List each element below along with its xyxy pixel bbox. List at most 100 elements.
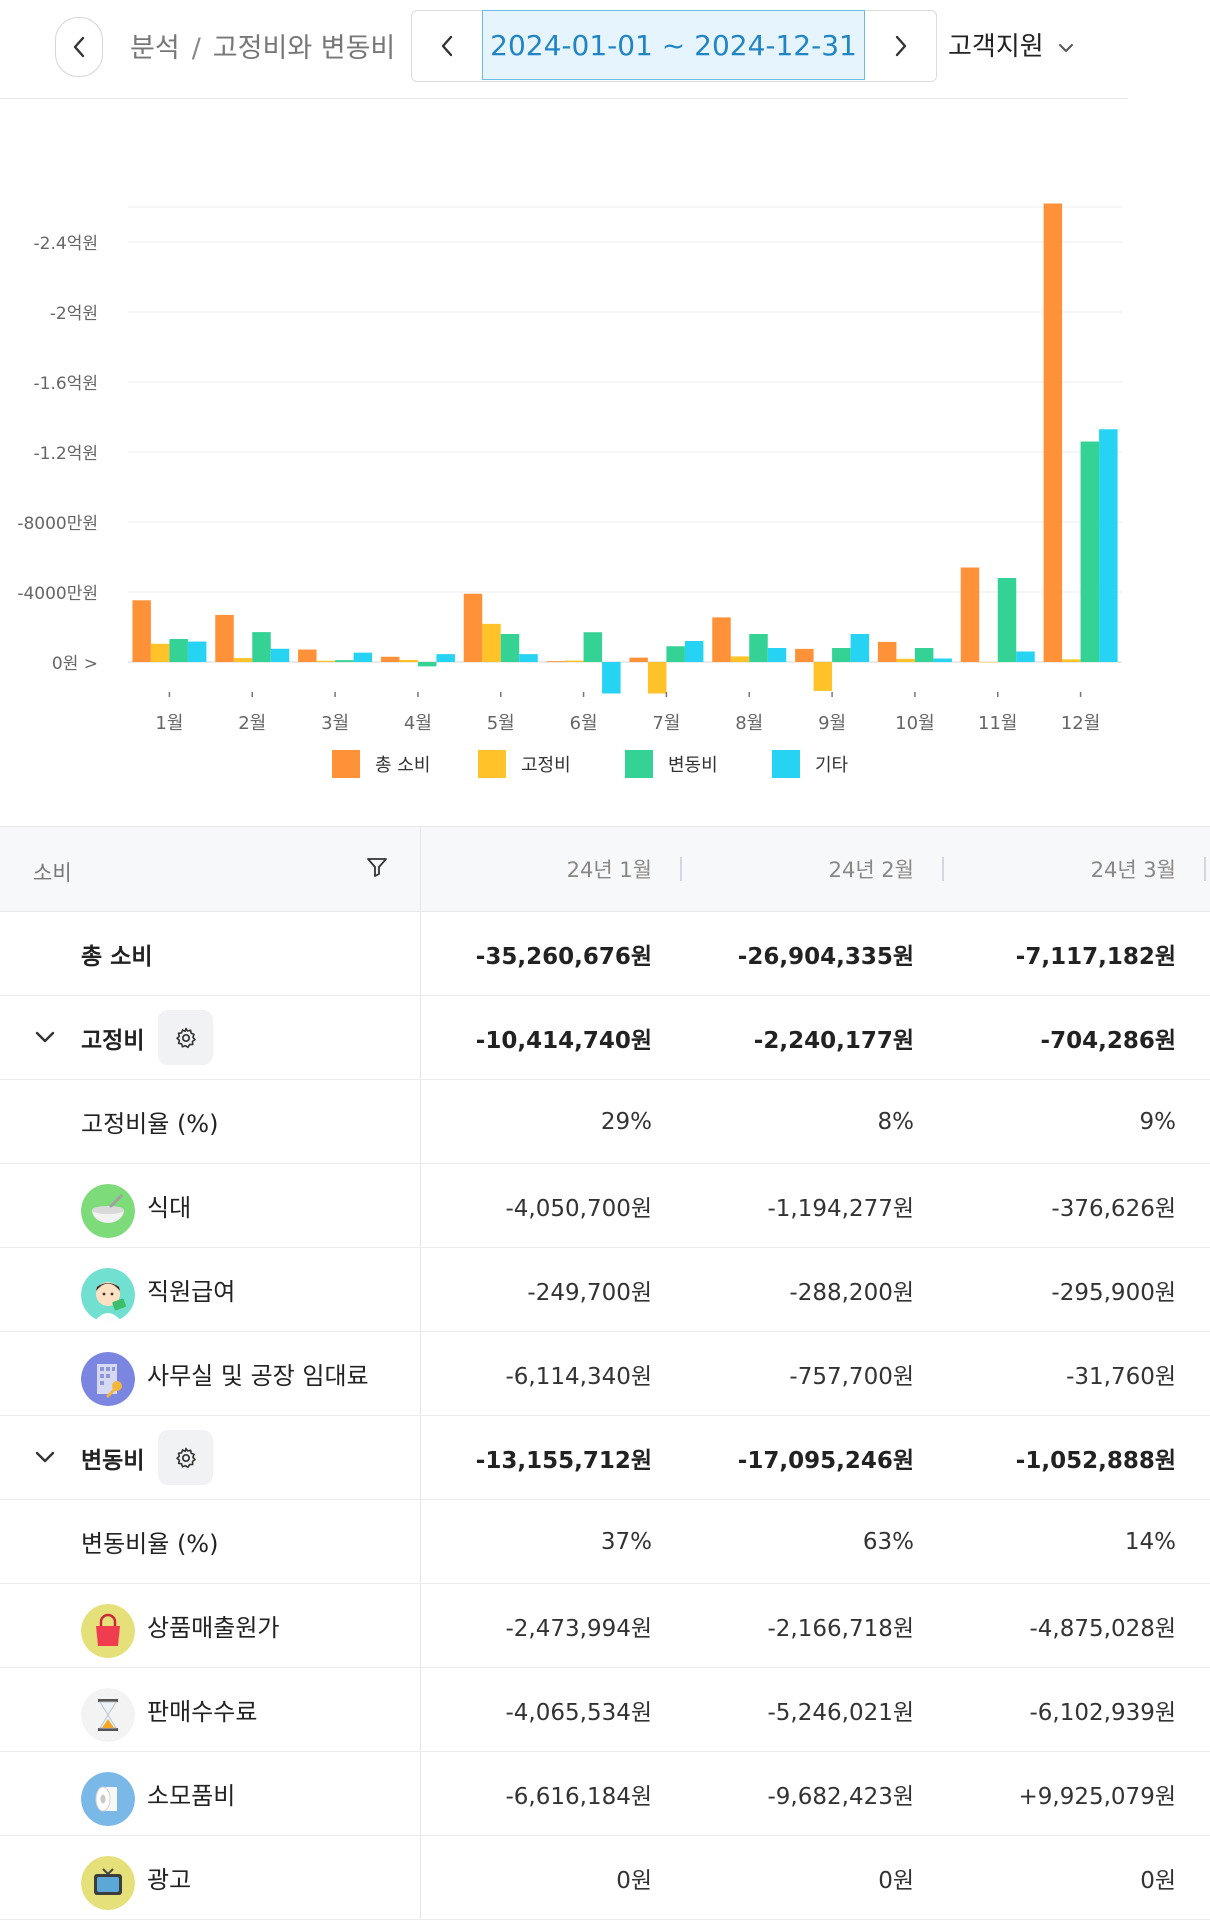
x-tick-label: 2월 xyxy=(238,713,266,734)
value-cell: -7,117,182원 xyxy=(1015,943,1176,970)
table-row-meals[interactable]: 식대 -4,050,700원 -1,194,277원 -376,626원 xyxy=(0,1164,1210,1248)
y-tick-label: 0원 > xyxy=(52,654,98,674)
bar xyxy=(749,634,768,662)
cost-bar-chart: 0원 > -4000만원 -8000만원 -1.2억원 -1.6억원 -2억원 -2.4억원… xyxy=(17,203,1122,778)
y-tick-label: -4000만원 xyxy=(17,584,98,604)
bar xyxy=(380,656,400,662)
column-divider[interactable] xyxy=(1204,857,1206,881)
bar xyxy=(767,648,787,662)
gear-icon xyxy=(175,1027,196,1048)
building-key-icon xyxy=(81,1352,135,1406)
food-bowl-icon xyxy=(81,1184,135,1238)
bar xyxy=(795,648,814,662)
bar xyxy=(252,632,271,662)
table-row-salary[interactable]: 직원급여 -249,700원 -288,200원 -295,900원 xyxy=(0,1248,1210,1332)
breadcrumb-separator: / xyxy=(191,33,201,64)
value-cell: +9,925,079원 xyxy=(1018,1783,1177,1810)
chart-legend: 총 소비 고정비 변동비 기타 xyxy=(332,750,849,778)
y-tick-label: -2.4억원 xyxy=(34,234,98,254)
bar xyxy=(896,658,915,662)
x-tick-label: 11월 xyxy=(978,713,1017,734)
bar xyxy=(565,660,584,662)
next-period-button[interactable] xyxy=(866,11,936,81)
prev-period-button[interactable] xyxy=(412,11,482,81)
row-label: 식대 xyxy=(147,1194,192,1222)
value-cell: 14% xyxy=(1124,1528,1176,1555)
table-header: 소비 24년 1월 24년 2월 24년 3월 xyxy=(0,826,1210,912)
back-button[interactable] xyxy=(55,17,103,77)
chevron-down-icon[interactable] xyxy=(33,1446,57,1468)
table-row-fixed-ratio: 고정비율 (%) 29% 8% 9% xyxy=(0,1080,1210,1164)
date-range-picker[interactable]: 2024-01-01 ~ 2024-12-31 xyxy=(482,10,865,80)
legend-label: 총 소비 xyxy=(375,755,430,776)
column-header-feb[interactable]: 24년 2월 xyxy=(828,858,914,882)
x-tick-label: 9월 xyxy=(818,713,846,734)
column-divider[interactable] xyxy=(942,857,944,881)
bar xyxy=(832,648,851,662)
bar xyxy=(270,648,290,662)
bar xyxy=(335,660,354,662)
row-label: 사무실 및 공장 임대료 xyxy=(147,1362,369,1390)
table-row-rent[interactable]: 사무실 및 공장 임대료 -6,114,340원 -757,700원 -31,7… xyxy=(0,1332,1210,1416)
bar xyxy=(583,632,603,662)
value-cell: -6,114,340원 xyxy=(505,1363,652,1390)
value-cell: -10,414,740원 xyxy=(475,1027,652,1054)
chevron-left-icon xyxy=(73,36,85,58)
legend-swatch xyxy=(772,750,800,778)
x-tick-label: 10월 xyxy=(895,713,934,734)
legend-label: 변동비 xyxy=(668,755,718,776)
breadcrumb-analysis[interactable]: 분석 xyxy=(130,33,180,64)
bar xyxy=(730,656,750,662)
legend-label: 고정비 xyxy=(521,755,571,776)
value-cell: -376,626원 xyxy=(1051,1195,1176,1222)
breadcrumb: 분석 / 고정비와 변동비 xyxy=(130,26,395,65)
filter-icon[interactable] xyxy=(365,855,389,879)
y-tick-label: -1.2억원 xyxy=(34,444,98,464)
variable-costs-settings-button[interactable] xyxy=(158,1430,213,1485)
shopping-bag-icon xyxy=(81,1604,135,1658)
row-label: 변동비 xyxy=(81,1447,145,1474)
value-cell: 9% xyxy=(1139,1108,1177,1135)
value-cell: 0원 xyxy=(1140,1867,1176,1894)
bar xyxy=(150,643,170,662)
value-cell: 29% xyxy=(600,1108,652,1135)
chevron-down-icon[interactable] xyxy=(33,1026,57,1048)
value-cell: -9,682,423원 xyxy=(767,1783,914,1810)
hourglass-icon xyxy=(81,1688,135,1742)
row-label: 소모품비 xyxy=(147,1782,236,1810)
column-divider[interactable] xyxy=(680,857,682,881)
table-row-sales-commission[interactable]: 판매수수료 -4,065,534원 -5,246,021원 -6,102,939… xyxy=(0,1668,1210,1752)
department-dropdown[interactable]: 고객지원 xyxy=(948,26,1074,63)
row-label: 고정비 xyxy=(81,1027,145,1054)
column-header-jan[interactable]: 24년 1월 xyxy=(566,858,652,882)
y-tick-label: -1.6억원 xyxy=(34,374,98,394)
table-row-total: 총 소비 -35,260,676원 -26,904,335원 -7,117,18… xyxy=(0,912,1210,996)
value-cell: -17,095,246원 xyxy=(737,1447,914,1474)
x-tick-label: 7월 xyxy=(652,713,680,734)
bar xyxy=(298,649,317,662)
fixed-costs-settings-button[interactable] xyxy=(158,1010,213,1065)
table-row-variable-ratio: 변동비율 (%) 37% 63% 14% xyxy=(0,1500,1210,1584)
value-cell: 0원 xyxy=(616,1867,652,1894)
bar xyxy=(850,634,870,662)
table-row-variable-costs: 변동비 -13,155,712원 -17,095,246원 -1,052,888… xyxy=(0,1416,1210,1500)
table-row-cogs[interactable]: 상품매출원가 -2,473,994원 -2,166,718원 -4,875,02… xyxy=(0,1584,1210,1668)
bar xyxy=(436,654,455,662)
table-row-advertising[interactable]: 광고 0원 0원 0원 xyxy=(0,1836,1210,1920)
bar xyxy=(647,662,667,694)
bar xyxy=(500,634,520,662)
bar xyxy=(169,638,188,662)
bar xyxy=(960,567,980,662)
category-header: 소비 xyxy=(33,861,72,885)
chart-bars xyxy=(132,203,1118,694)
value-cell: 63% xyxy=(862,1528,914,1555)
gear-icon xyxy=(175,1447,196,1468)
x-tick-label: 8월 xyxy=(735,713,763,734)
date-range-navigator: 2024-01-01 ~ 2024-12-31 xyxy=(411,10,937,82)
bar xyxy=(1099,429,1118,662)
bar xyxy=(187,641,207,662)
bar xyxy=(1062,659,1081,662)
column-header-mar[interactable]: 24년 3월 xyxy=(1090,858,1176,882)
table-row-supplies[interactable]: 소모품비 -6,616,184원 -9,682,423원 +9,925,079원 xyxy=(0,1752,1210,1836)
breadcrumb-current: 고정비와 변동비 xyxy=(212,33,396,64)
